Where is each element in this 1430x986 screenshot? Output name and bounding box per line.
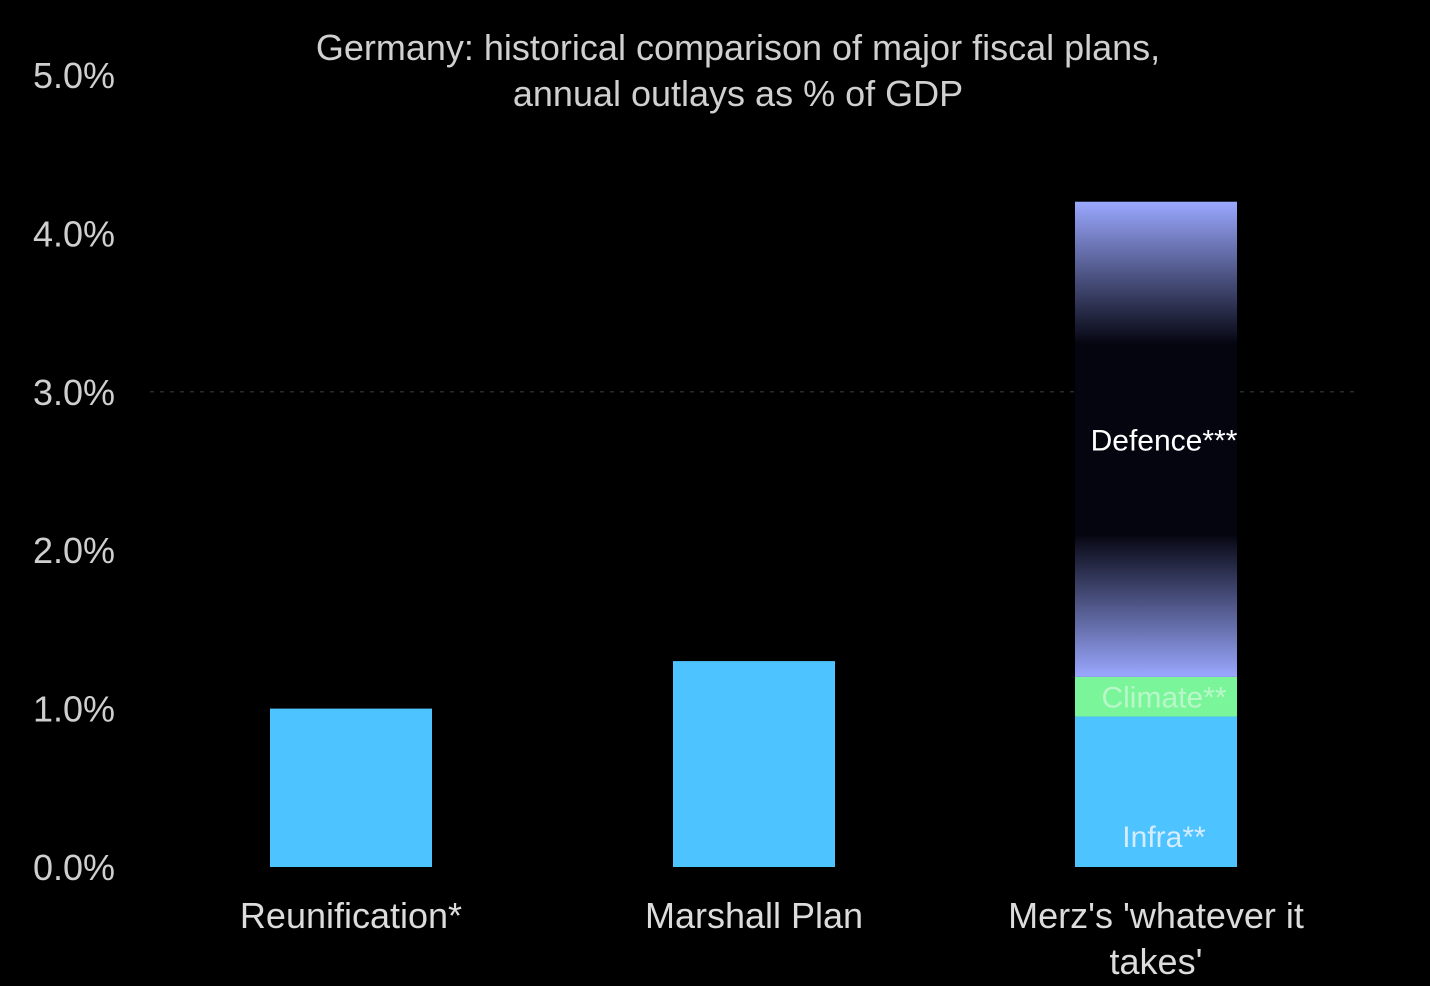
y-tick-label: 4.0% bbox=[33, 213, 115, 254]
bar-defence-segment bbox=[1075, 201, 1237, 677]
bar-infra-segment bbox=[270, 708, 432, 867]
chart-title-line: annual outlays as % of GDP bbox=[513, 73, 963, 114]
y-tick-label: 0.0% bbox=[33, 847, 115, 888]
x-tick-label: Reunification* bbox=[240, 895, 462, 936]
y-tick-label: 2.0% bbox=[33, 530, 115, 571]
bar-climate-segment bbox=[1075, 676, 1237, 717]
y-tick-label: 1.0% bbox=[33, 689, 115, 730]
segment-label: Climate** bbox=[1101, 682, 1226, 715]
y-tick-label: 5.0% bbox=[33, 55, 115, 96]
bar-infra-segment bbox=[673, 661, 835, 867]
segment-label: Infra** bbox=[1122, 821, 1206, 854]
x-tick-label: takes' bbox=[1110, 941, 1203, 982]
x-tick-label: Marshall Plan bbox=[645, 895, 863, 936]
segment-label: Defence*** bbox=[1091, 424, 1238, 457]
chart-title-line: Germany: historical comparison of major … bbox=[316, 27, 1160, 68]
y-axis: 0.0% 1.0% 2.0% 3.0% 4.0% 5.0% bbox=[33, 55, 115, 888]
chart-title: Germany: historical comparison of major … bbox=[316, 27, 1160, 114]
x-axis: Reunification* Marshall Plan Merz's 'whate… bbox=[240, 895, 1304, 982]
bars: Infra** Climate** Defence*** bbox=[270, 201, 1238, 867]
y-tick-label: 3.0% bbox=[33, 372, 115, 413]
x-tick-label: Merz's 'whatever it bbox=[1008, 895, 1304, 936]
bar-infra-segment bbox=[1075, 716, 1237, 867]
